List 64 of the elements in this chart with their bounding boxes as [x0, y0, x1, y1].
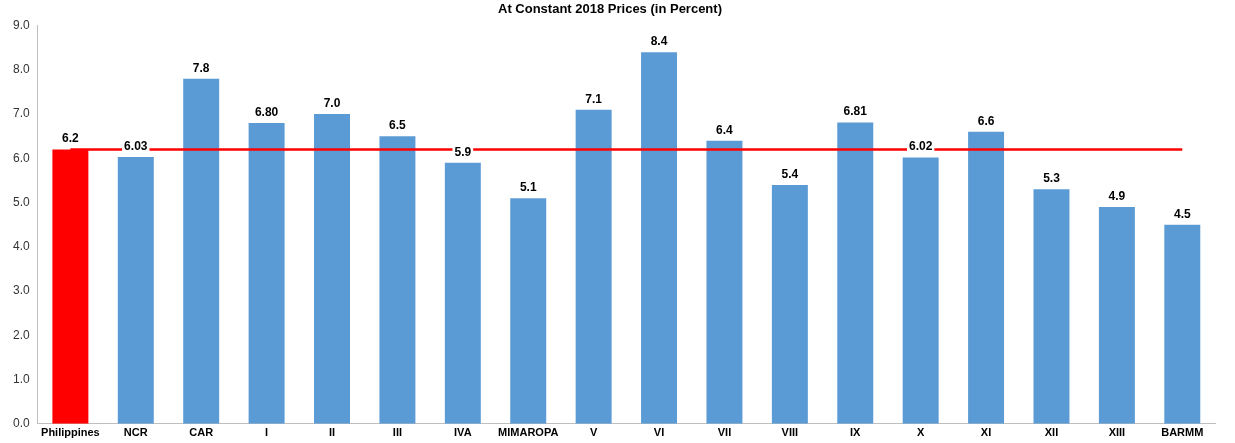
x-tick-label: BARMM	[1161, 426, 1204, 439]
data-label: 6.03	[124, 139, 148, 154]
x-tick-label: VIII	[781, 426, 799, 439]
data-label: 5.4	[781, 166, 799, 181]
x-tick-label: CAR	[189, 426, 214, 439]
bar	[575, 109, 612, 424]
x-tick-label: Philippines	[41, 426, 100, 439]
data-label: 6.5	[389, 118, 407, 133]
bar	[510, 198, 547, 424]
y-tick-label: 5.0	[12, 194, 30, 209]
x-tick-label: XI	[980, 426, 992, 439]
y-tick-label: 2.0	[12, 327, 30, 342]
chart-title: At Constant 2018 Prices (in Percent)	[498, 1, 722, 17]
bar	[1033, 189, 1070, 424]
data-label: 4.5	[1173, 206, 1191, 221]
data-label: 6.02	[908, 139, 933, 154]
y-tick-label: 3.0	[12, 283, 30, 298]
data-label: 5.3	[1043, 171, 1061, 186]
data-label: 6.80	[254, 104, 279, 119]
y-tick-label: 4.0	[12, 239, 30, 254]
x-tick-label: V	[589, 426, 598, 439]
y-tick-label: 9.0	[12, 17, 30, 32]
data-label: 4.9	[1108, 189, 1126, 203]
x-tick-label: VII	[717, 426, 732, 439]
x-tick-label: II	[328, 426, 336, 439]
bar	[968, 131, 1005, 424]
y-tick-label: 1.0	[12, 371, 30, 386]
x-tick-label: IVA	[454, 426, 472, 439]
y-tick-label: 7.0	[12, 106, 30, 121]
data-label: 6.6	[977, 113, 995, 128]
y-tick-label: 0.0	[12, 416, 30, 431]
data-label: 7.1	[585, 91, 603, 106]
bar	[444, 162, 481, 424]
data-label: 6.81	[843, 104, 868, 119]
bar	[314, 114, 350, 424]
data-label: 6.4	[716, 122, 734, 137]
bar	[183, 78, 220, 424]
x-tick-label: I	[265, 426, 269, 439]
bar	[771, 184, 808, 424]
data-label: 7.8	[192, 60, 210, 75]
x-tick-label: VI	[653, 426, 665, 439]
x-tick-label: XII	[1044, 426, 1059, 439]
x-tick-label: III	[392, 426, 402, 439]
data-label: 5.1	[519, 180, 537, 195]
bar	[248, 122, 285, 424]
x-tick-label: MIMAROPA	[498, 426, 559, 439]
x-tick-label: IX	[850, 426, 862, 439]
bar	[641, 52, 678, 424]
data-label: 8.4	[650, 34, 668, 49]
bar	[1164, 224, 1201, 424]
bar	[1098, 207, 1135, 424]
x-tick-label: X	[917, 426, 925, 439]
bar	[706, 140, 743, 424]
bar	[902, 157, 939, 424]
y-tick-label: 8.0	[12, 62, 30, 77]
x-tick-label: NCR	[123, 426, 148, 439]
bar	[117, 157, 154, 424]
data-label: 7.0	[323, 96, 341, 111]
data-label: 5.9	[454, 144, 472, 159]
bar	[837, 122, 874, 424]
x-tick-label: XIII	[1108, 426, 1126, 439]
bar	[379, 136, 416, 424]
data-label: 6.2	[62, 131, 80, 146]
y-tick-label: 6.0	[12, 150, 30, 165]
